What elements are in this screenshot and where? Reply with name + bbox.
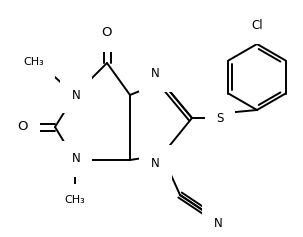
Text: N: N (72, 152, 80, 165)
Text: O: O (102, 26, 112, 38)
Text: N: N (214, 217, 223, 230)
Text: N: N (151, 67, 160, 80)
Text: S: S (216, 111, 224, 124)
Text: CH₃: CH₃ (23, 57, 44, 67)
Text: Cl: Cl (251, 19, 263, 32)
Text: N: N (151, 157, 160, 170)
Text: CH₃: CH₃ (65, 195, 85, 205)
Text: N: N (72, 88, 80, 101)
Text: O: O (17, 120, 27, 133)
